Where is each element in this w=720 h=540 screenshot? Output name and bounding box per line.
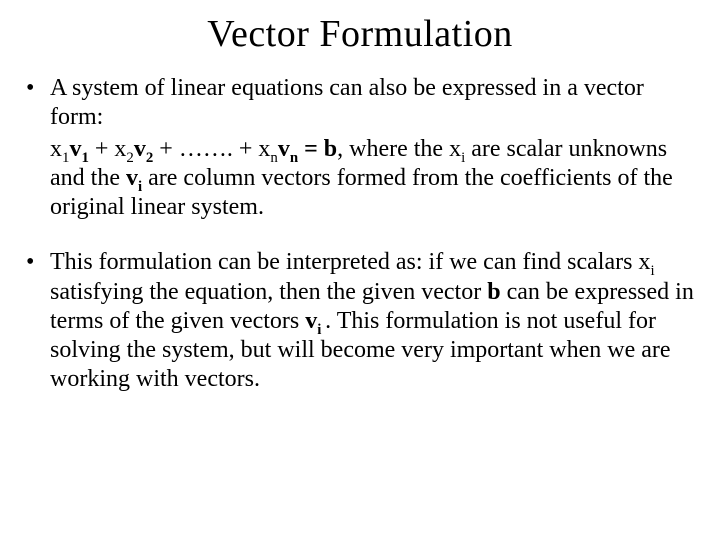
b2-b-vec: b xyxy=(487,279,500,305)
after-1: , where the x xyxy=(337,136,461,162)
eq-b: = b xyxy=(298,136,337,162)
x2: x xyxy=(114,136,126,162)
slide-title: Vector Formulation xyxy=(20,12,700,56)
vn-bold: v xyxy=(278,136,290,162)
b2-t1: This formulation can be interpreted as: … xyxy=(50,249,650,275)
v1-bold: v xyxy=(69,136,81,162)
after-3: are column vectors formed from the coeff… xyxy=(50,165,673,220)
slide: Vector Formulation A system of linear eq… xyxy=(0,0,720,540)
sub-2a: 2 xyxy=(126,149,133,165)
bullet-list: A system of linear equations can also be… xyxy=(20,74,700,395)
bullet-1-equation: x1v1 + x2v2 + ……. + xnvn = b, where the … xyxy=(50,135,700,223)
plus-1: + xyxy=(89,136,115,162)
bullet-1: A system of linear equations can also be… xyxy=(20,74,700,222)
bullet-2: This formulation can be interpreted as: … xyxy=(20,248,700,394)
sub-nb: n xyxy=(290,149,298,165)
b2-sub-i: i xyxy=(650,263,654,279)
bullet-1-intro: A system of linear equations can also be… xyxy=(50,75,644,130)
xn: x xyxy=(258,136,270,162)
dots: + ……. + xyxy=(153,136,258,162)
sub-na: n xyxy=(270,149,277,165)
v2-bold: v xyxy=(134,136,146,162)
b2-t2: satisfying the equation, then the given … xyxy=(50,279,487,305)
sub-1b: 1 xyxy=(81,149,88,165)
v-bold-text: v xyxy=(126,165,138,191)
eq-text: x xyxy=(50,136,62,162)
b2-v-vec: v xyxy=(305,308,317,334)
b2-sub-vi: i xyxy=(317,322,325,338)
